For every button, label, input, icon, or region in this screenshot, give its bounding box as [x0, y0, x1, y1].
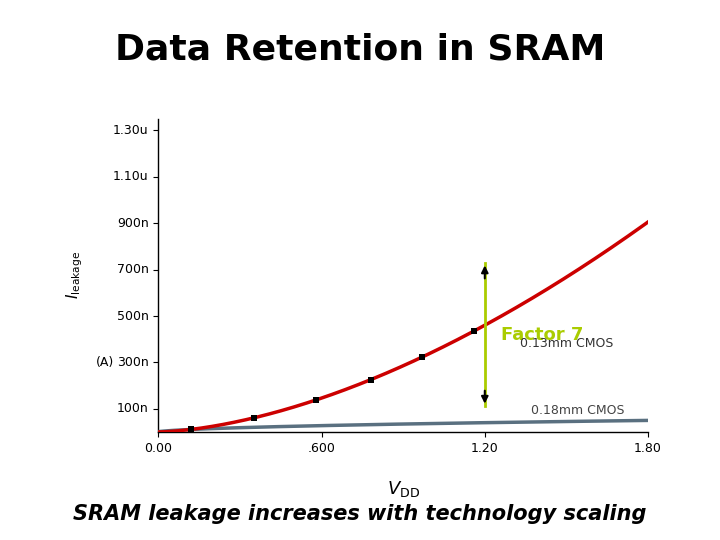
Text: 700n: 700n	[117, 263, 148, 276]
Text: 900n: 900n	[117, 217, 148, 230]
Text: Factor 7: Factor 7	[501, 326, 583, 343]
Text: $\mathit{I}_{\mathrm{leakage}}$: $\mathit{I}_{\mathrm{leakage}}$	[65, 251, 86, 300]
Text: 300n: 300n	[117, 356, 148, 369]
Text: 500n: 500n	[117, 309, 148, 322]
Text: 1.10u: 1.10u	[113, 170, 148, 183]
Text: SRAM leakage increases with technology scaling: SRAM leakage increases with technology s…	[73, 504, 647, 524]
Text: $\mathit{V}_{\mathrm{DD}}$: $\mathit{V}_{\mathrm{DD}}$	[387, 479, 420, 499]
Text: 0.18mm CMOS: 0.18mm CMOS	[531, 404, 624, 417]
Text: 0.13mm CMOS: 0.13mm CMOS	[520, 337, 613, 350]
Text: (A): (A)	[96, 356, 114, 369]
Text: 100n: 100n	[117, 402, 148, 415]
Text: 1.30u: 1.30u	[113, 124, 148, 137]
Text: Data Retention in SRAM: Data Retention in SRAM	[114, 32, 606, 66]
